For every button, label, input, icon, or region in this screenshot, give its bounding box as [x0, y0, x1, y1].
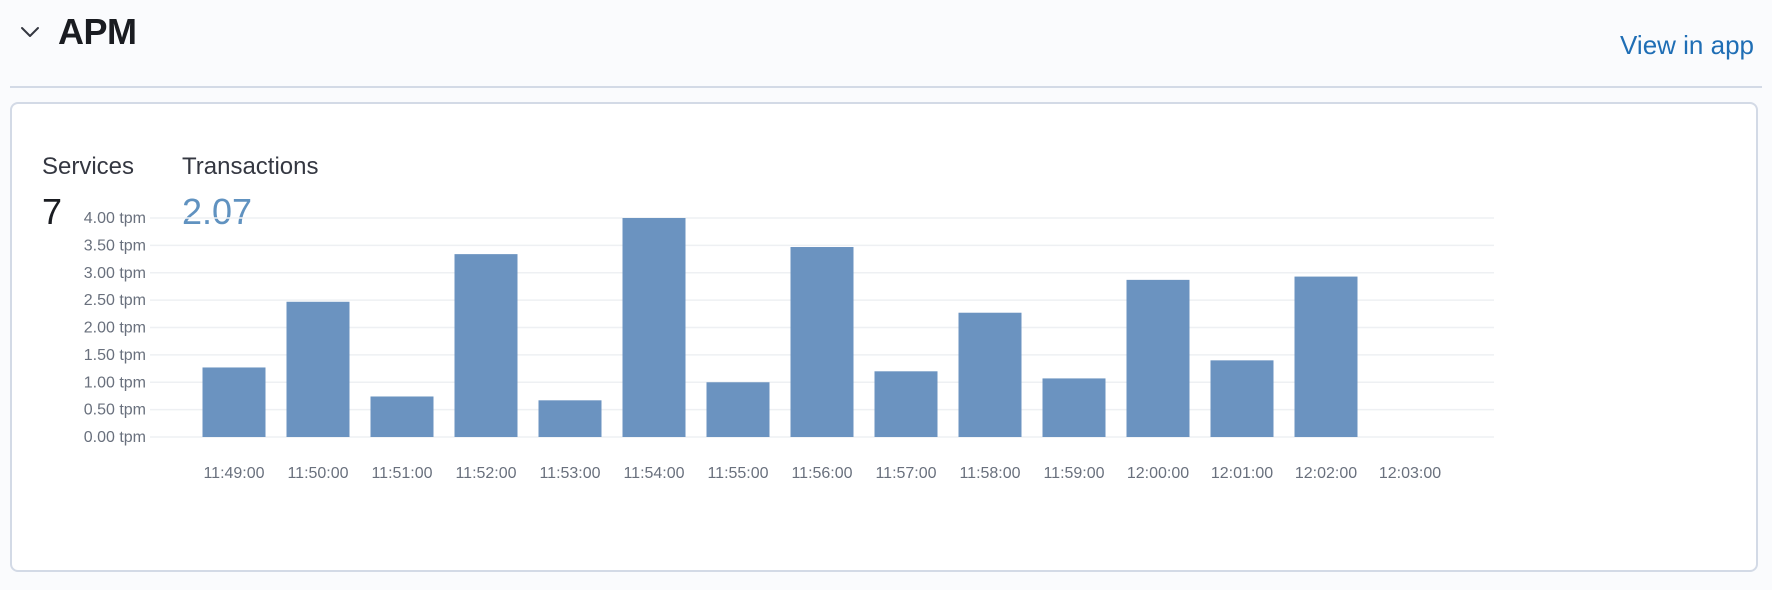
x-tick-label: 11:49:00: [203, 465, 264, 482]
y-tick-label: 0.00 tpm: [84, 429, 146, 446]
bar[interactable]: [539, 400, 602, 437]
apm-panel: Services 7 Transactions 2.07 0.00 tpm 0.5…: [10, 102, 1758, 572]
bar[interactable]: [1211, 360, 1274, 437]
y-tick-label: 3.00 tpm: [84, 265, 146, 282]
bar[interactable]: [875, 371, 938, 437]
x-tick-label: 11:51:00: [371, 465, 432, 482]
y-tick-label: 4.00 tpm: [84, 210, 146, 227]
x-tick-label: 12:03:00: [1379, 465, 1441, 482]
y-tick-label: 2.00 tpm: [84, 320, 146, 337]
bar[interactable]: [623, 218, 686, 437]
bar[interactable]: [455, 254, 518, 437]
section-divider: [10, 86, 1762, 88]
bar[interactable]: [791, 247, 854, 437]
section-header: APM View in app: [0, 0, 1772, 88]
x-tick-label: 11:59:00: [1043, 465, 1104, 482]
bar[interactable]: [203, 367, 266, 437]
y-tick-label: 3.50 tpm: [84, 237, 146, 254]
bar[interactable]: [371, 396, 434, 437]
x-tick-label: 11:58:00: [959, 465, 1020, 482]
section-title: APM: [58, 10, 137, 54]
y-tick-label: 2.50 tpm: [84, 292, 146, 309]
x-tick-label: 12:01:00: [1211, 465, 1273, 482]
bar[interactable]: [1043, 378, 1106, 437]
chart-x-axis: 11:49:00 11:50:00 11:51:00 11:52:00 11:53:00…: [203, 465, 1441, 482]
x-tick-label: 11:56:00: [791, 465, 852, 482]
transactions-bar-chart: 0.00 tpm 0.50 tpm 1.00 tpm 1.50 tpm 2.00 tpm…: [12, 104, 1756, 570]
x-tick-label: 11:52:00: [455, 465, 516, 482]
x-tick-label: 12:02:00: [1295, 465, 1357, 482]
x-tick-label: 11:57:00: [875, 465, 936, 482]
bar[interactable]: [707, 382, 770, 437]
view-in-app-link[interactable]: View in app: [1620, 28, 1754, 62]
bar[interactable]: [959, 313, 1022, 437]
x-tick-label: 11:54:00: [623, 465, 684, 482]
bar[interactable]: [1295, 277, 1358, 437]
chart-y-axis: 0.00 tpm 0.50 tpm 1.00 tpm 1.50 tpm 2.00 tpm…: [84, 210, 146, 446]
chevron-down-icon[interactable]: [18, 20, 42, 44]
x-tick-label: 11:50:00: [287, 465, 348, 482]
y-tick-label: 1.00 tpm: [84, 374, 146, 391]
bar[interactable]: [287, 302, 350, 437]
bar[interactable]: [1127, 280, 1190, 437]
x-tick-label: 11:53:00: [539, 465, 600, 482]
x-tick-label: 12:00:00: [1127, 465, 1189, 482]
x-tick-label: 11:55:00: [707, 465, 768, 482]
y-tick-label: 1.50 tpm: [84, 347, 146, 364]
y-tick-label: 0.50 tpm: [84, 402, 146, 419]
